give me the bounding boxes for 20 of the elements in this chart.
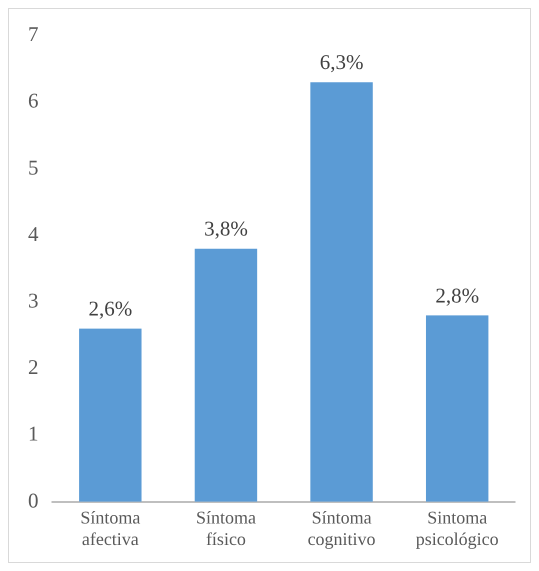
- data-label: 3,8%: [204, 216, 248, 241]
- bar: [426, 315, 488, 502]
- y-tick-label: 1: [28, 422, 38, 446]
- bar: [79, 328, 142, 502]
- y-tick-label: 0: [28, 488, 38, 512]
- y-tick-label: 3: [28, 288, 38, 313]
- data-label: 2,8%: [435, 283, 480, 308]
- y-tick-label: 7: [28, 22, 38, 46]
- x-tick-label: Síntoma cognitivo: [308, 507, 376, 549]
- bar: [194, 248, 258, 502]
- x-tick-label: Síntoma afectiva: [80, 507, 140, 549]
- data-label: 2,6%: [88, 296, 132, 321]
- bar: [310, 82, 373, 502]
- y-tick-label: 5: [28, 155, 38, 180]
- y-tick-label: 2: [28, 355, 38, 380]
- x-tick-label: Sintoma psicológico: [416, 507, 499, 549]
- x-tick-label: Síntoma físico: [196, 507, 256, 549]
- y-tick-label: 6: [28, 88, 38, 113]
- data-label: 6,3%: [320, 50, 364, 74]
- y-tick-label: 4: [28, 222, 39, 246]
